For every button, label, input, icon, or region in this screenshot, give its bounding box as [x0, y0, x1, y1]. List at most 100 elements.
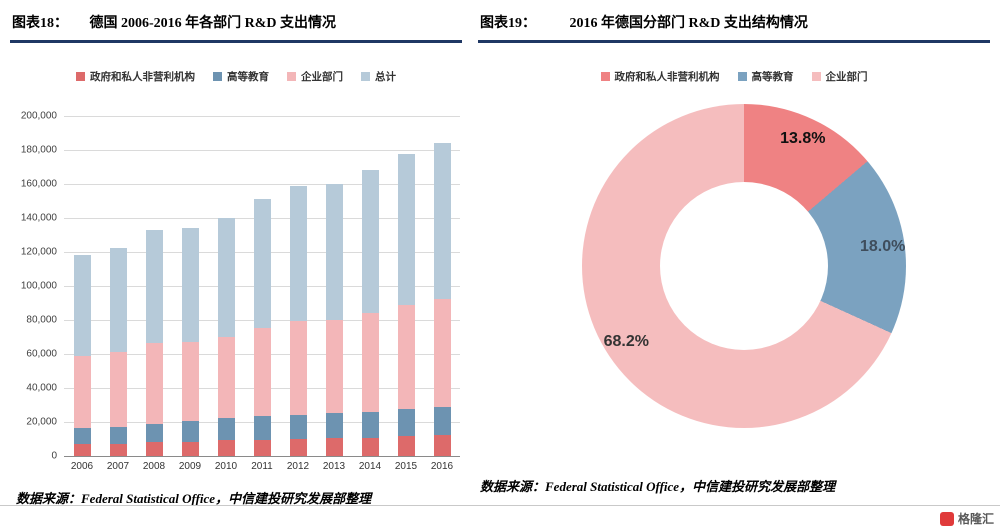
- bar-segment: [217, 418, 235, 441]
- bar-segment: [217, 440, 235, 456]
- gridline: [64, 455, 460, 457]
- bar-slot: [64, 116, 100, 456]
- left-chart-header: 图表18： 德国 2006-2016 年各部门 R&D 支出情况: [10, 10, 462, 43]
- stacked-bar: [253, 199, 271, 456]
- bar-segment: [361, 437, 379, 456]
- y-axis-tick-label: 160,000: [20, 178, 57, 190]
- right-chart-number: 图表19：: [480, 16, 536, 31]
- stacked-bar: [289, 186, 307, 456]
- legend-swatch: [600, 72, 610, 81]
- y-axis-tick-label: 0: [51, 450, 57, 462]
- bar-chart-plot-area: [64, 115, 460, 457]
- legend-swatch: [287, 72, 296, 81]
- legend-item: 政府和私人非营利机构: [600, 69, 720, 84]
- bar-segment: [433, 142, 451, 300]
- watermark: 格隆汇: [939, 510, 994, 527]
- donut-chart: 13.8% 18.0% 68.2%: [582, 104, 906, 428]
- bar-segment: [253, 416, 271, 440]
- bar-segment: [109, 443, 127, 456]
- stacked-bar: [109, 248, 127, 456]
- gridline: [64, 115, 460, 117]
- x-axis-tick-label: 2015: [394, 461, 418, 472]
- pie-slice-label: 68.2%: [603, 332, 649, 350]
- legend-label: 企业部门: [301, 71, 343, 83]
- legend-label: 企业部门: [825, 71, 868, 83]
- y-axis-tick-label: 20,000: [26, 416, 57, 428]
- bar-slot: [172, 116, 208, 456]
- bar-row: [64, 116, 460, 456]
- x-axis-tick-label: 2013: [322, 461, 346, 472]
- pie-slice-label: 18.0%: [859, 237, 906, 255]
- stacked-bar: [433, 142, 451, 456]
- bar-segment: [433, 407, 451, 436]
- bar-segment: [181, 441, 199, 456]
- legend-label: 总计: [375, 71, 396, 83]
- stacked-bar: [181, 228, 199, 456]
- bar-segment: [397, 154, 415, 306]
- stacked-bar: [145, 229, 163, 456]
- y-axis-tick-label: 80,000: [26, 314, 57, 326]
- legend-item: 企业部门: [811, 69, 868, 84]
- stacked-bar: [325, 184, 343, 456]
- bar-segment: [217, 218, 235, 338]
- bar-slot: [388, 116, 424, 456]
- legend-swatch: [213, 72, 222, 81]
- left-chart-panel: 图表18： 德国 2006-2016 年各部门 R&D 支出情况 政府和私人非营…: [10, 10, 462, 507]
- bar-segment: [433, 299, 451, 408]
- stacked-bar: [397, 154, 415, 456]
- gridline: [64, 183, 460, 185]
- x-axis-tick-label: 2009: [178, 461, 202, 472]
- bar-segment: [289, 414, 307, 439]
- bar-segment: [109, 352, 127, 427]
- footer-divider: [0, 505, 1000, 506]
- bar-slot: [316, 116, 352, 456]
- x-axis-tick-label: 2008: [142, 461, 166, 472]
- x-axis-tick-label: 2010: [214, 461, 238, 472]
- legend-item: 总计: [361, 69, 396, 84]
- legend-item: 高等教育: [737, 69, 794, 84]
- bar-segment: [433, 435, 451, 456]
- bar-segment: [73, 255, 91, 356]
- legend-label: 高等教育: [227, 71, 269, 83]
- bar-segment: [181, 420, 199, 442]
- y-axis-tick-label: 60,000: [26, 348, 57, 360]
- legend-item: 政府和私人非营利机构: [76, 69, 195, 84]
- legend-label: 高等教育: [751, 71, 794, 83]
- bar-segment: [73, 428, 91, 445]
- gridline: [64, 149, 460, 151]
- bar-segment: [145, 342, 163, 424]
- gelonghui-logo-icon: [939, 511, 954, 526]
- right-data-source: 数据来源：Federal Statistical Office，中信建投研究发展…: [480, 479, 836, 494]
- left-chart-number: 图表18：: [12, 16, 68, 31]
- x-axis-tick-label: 2006: [70, 461, 94, 472]
- right-chart-title: 2016 年德国分部门 R&D 支出结构情况: [569, 16, 808, 31]
- bar-segment: [73, 444, 91, 456]
- right-chart-header: 图表19： 2016 年德国分部门 R&D 支出结构情况: [478, 10, 990, 43]
- watermark-text: 格隆汇: [957, 512, 994, 526]
- bar-segment: [325, 438, 343, 456]
- x-axis-tick-label: 2016: [430, 461, 454, 472]
- donut-chart-legend: 政府和私人非营利机构 高等教育 企业部门: [478, 69, 990, 84]
- bar-segment: [325, 320, 343, 414]
- x-axis-tick-label: 2011: [251, 461, 273, 472]
- legend-item: 企业部门: [287, 69, 343, 84]
- bar-chart: 0 20,000 40,000 60,000 80,000 100,000 120,000 1…: [10, 111, 462, 462]
- bar-segment: [361, 312, 379, 412]
- legend-swatch: [811, 72, 821, 81]
- x-axis-tick-label: 2012: [286, 461, 310, 472]
- bar-slot: [280, 116, 316, 456]
- bar-chart-legend: 政府和私人非营利机构 高等教育 企业部门 总计: [10, 69, 462, 84]
- bar-segment: [73, 355, 91, 429]
- bar-segment: [253, 199, 271, 328]
- bar-slot: [244, 116, 280, 456]
- bar-segment: [397, 409, 415, 437]
- bar-segment: [361, 169, 379, 313]
- bar-segment: [289, 186, 307, 322]
- stacked-bar: [73, 255, 91, 456]
- legend-swatch: [737, 72, 747, 81]
- bar-segment: [181, 228, 199, 343]
- bar-segment: [217, 337, 235, 419]
- bar-segment: [289, 321, 307, 415]
- bar-segment: [397, 436, 415, 456]
